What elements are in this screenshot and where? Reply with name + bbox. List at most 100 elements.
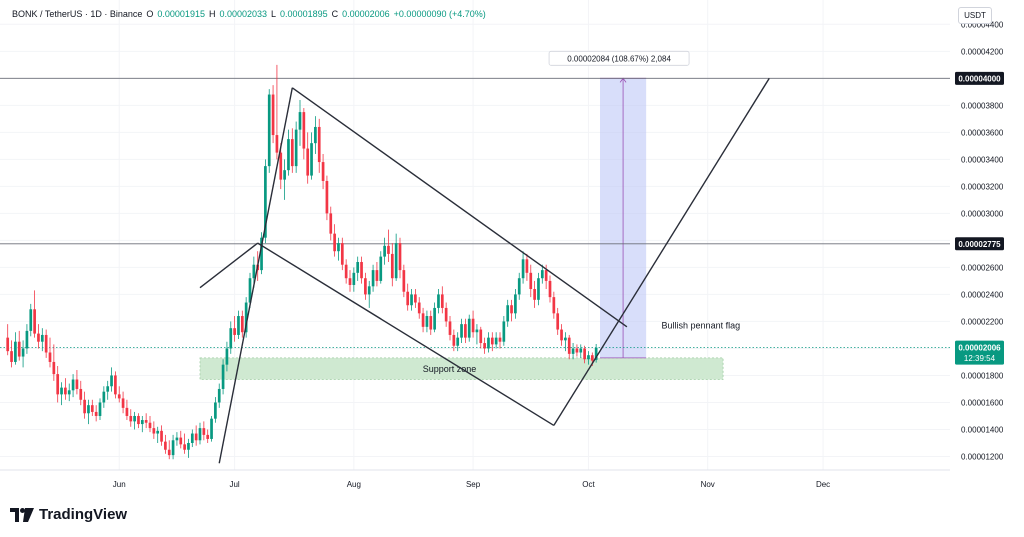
candle-body xyxy=(456,337,460,346)
y-tick-label: 0.00004400 xyxy=(961,20,1004,29)
candle-body xyxy=(525,259,529,273)
candle-body xyxy=(294,129,298,167)
candle-body xyxy=(106,386,110,392)
candle-body xyxy=(321,162,325,181)
y-tick-label: 0.00002600 xyxy=(961,263,1004,272)
candle-body xyxy=(479,329,483,344)
candle-body xyxy=(306,148,310,176)
candle-body xyxy=(64,387,67,395)
level-price-badge xyxy=(955,237,1004,251)
candle-body xyxy=(171,440,175,456)
candle-body xyxy=(564,337,567,341)
candle-body xyxy=(140,420,144,425)
candle-body xyxy=(556,313,560,330)
candle-body xyxy=(94,411,98,416)
candle-body xyxy=(417,302,421,314)
candle-body xyxy=(487,337,490,349)
candle-body xyxy=(540,270,544,279)
y-tick-label: 0.00003400 xyxy=(961,155,1004,164)
candle-body xyxy=(6,337,10,352)
candle-body xyxy=(79,388,83,400)
candle-body xyxy=(329,213,333,234)
annotations: 0.00002084 (108.67%) 2,084 Bullish pennan… xyxy=(548,50,740,330)
candle-body xyxy=(144,420,148,423)
y-tick-label: 0.00004200 xyxy=(961,47,1004,56)
candle-body xyxy=(437,294,440,308)
candle-body xyxy=(337,243,340,252)
level-price-label: 0.00002775 xyxy=(958,240,1001,249)
candle-body xyxy=(10,351,13,362)
candle-body xyxy=(325,180,329,214)
candle-body xyxy=(44,334,48,353)
y-tick-label: 0.00003000 xyxy=(961,209,1004,218)
candle-body xyxy=(410,294,413,306)
open-label: O xyxy=(146,9,154,19)
price-axis[interactable]: 0.00001200 0.00001400 0.00001600 0.00001800… xyxy=(950,0,1024,537)
candle-body xyxy=(298,112,302,130)
candle-body xyxy=(87,405,90,414)
candle-body xyxy=(567,337,571,354)
candle-body xyxy=(217,388,221,403)
grid xyxy=(0,0,950,470)
candle-body xyxy=(383,245,386,257)
candle-body xyxy=(344,264,348,279)
candle-body xyxy=(264,166,267,238)
symbol-title[interactable]: BONK / TetherUS · 1D · Binance xyxy=(12,9,143,19)
low-value: 0.00001895 xyxy=(280,9,328,19)
candle-body xyxy=(267,94,271,167)
trend-line xyxy=(199,242,259,289)
trend-line xyxy=(553,77,770,426)
candle-body xyxy=(510,305,513,314)
candle-body xyxy=(544,270,548,281)
candle-body xyxy=(406,291,410,306)
trend-line xyxy=(291,87,628,328)
candle-body xyxy=(521,259,525,279)
candle-body xyxy=(71,379,75,391)
high-label: H xyxy=(208,9,216,19)
time-axis[interactable]: Jun Jul Aug Sep Oct Nov Dec xyxy=(0,469,950,489)
candle-body xyxy=(448,321,452,335)
candle-body xyxy=(202,428,206,435)
candle-body xyxy=(517,278,521,295)
candle-body xyxy=(133,415,136,422)
candle-body xyxy=(244,302,248,333)
candle-body xyxy=(467,318,471,338)
candle-body xyxy=(414,294,417,303)
candle-body xyxy=(464,324,467,338)
high-value: 0.00002033 xyxy=(219,9,268,19)
candle-body xyxy=(548,280,552,298)
measure-label: 0.00002084 (108.67%) 2,084 xyxy=(567,54,671,63)
candle-body xyxy=(98,402,102,416)
candle-body xyxy=(552,297,556,314)
candle-body xyxy=(394,243,398,279)
candle-body xyxy=(333,233,336,252)
candle-body xyxy=(206,434,210,439)
candle-body xyxy=(364,278,367,295)
candle-body xyxy=(190,433,194,443)
candle-body xyxy=(471,318,475,333)
candle-body xyxy=(229,328,233,349)
x-tick-label: Jun xyxy=(113,480,126,489)
candle-body xyxy=(279,152,283,180)
candle-body xyxy=(271,94,275,136)
candle-body xyxy=(583,348,586,360)
last-price-countdown: 12:39:54 xyxy=(964,354,996,363)
candle-body xyxy=(102,391,106,403)
candle-body xyxy=(483,343,486,349)
candles xyxy=(6,64,598,460)
candle-body xyxy=(37,333,40,342)
candle-body xyxy=(90,405,94,412)
candle-body xyxy=(83,399,86,414)
candle-body xyxy=(214,402,217,419)
candle-body xyxy=(152,428,156,434)
currency-button[interactable]: USDT xyxy=(958,7,992,24)
change-value: +0.00000090 (+4.70%) xyxy=(393,9,486,19)
support-zone-label: Support zone xyxy=(423,364,477,374)
candle-body xyxy=(56,374,60,395)
tradingview-logo[interactable]: TradingView xyxy=(10,506,127,523)
candle-body xyxy=(121,398,125,408)
close-value: 0.00002006 xyxy=(342,9,390,19)
y-tick-label: 0.00003800 xyxy=(961,101,1004,110)
